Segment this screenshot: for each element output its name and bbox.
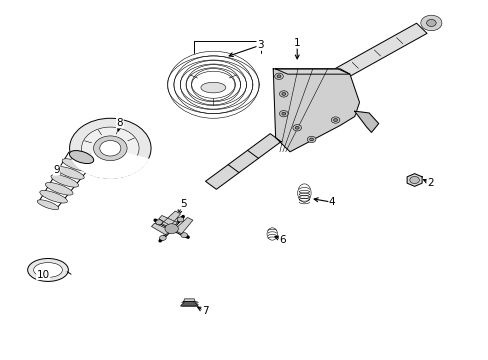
Circle shape [309, 138, 313, 141]
Circle shape [333, 118, 337, 121]
Text: 10: 10 [37, 270, 50, 280]
Circle shape [330, 117, 339, 123]
Polygon shape [159, 216, 177, 227]
Circle shape [409, 176, 419, 184]
Circle shape [295, 126, 299, 129]
Polygon shape [407, 174, 421, 186]
Text: 1: 1 [293, 38, 300, 48]
Text: 3: 3 [257, 40, 263, 50]
Ellipse shape [69, 150, 94, 163]
Circle shape [292, 125, 301, 131]
Circle shape [159, 235, 166, 240]
Circle shape [281, 112, 285, 115]
Text: 5: 5 [180, 199, 186, 209]
Polygon shape [181, 302, 198, 306]
Text: 9: 9 [53, 165, 60, 175]
Ellipse shape [28, 258, 68, 282]
Polygon shape [174, 217, 192, 234]
Ellipse shape [62, 159, 90, 171]
Text: 4: 4 [328, 197, 335, 207]
Text: 2: 2 [426, 178, 433, 188]
Circle shape [177, 217, 183, 222]
Ellipse shape [71, 152, 92, 162]
Polygon shape [327, 23, 426, 83]
Text: 7: 7 [202, 306, 208, 316]
Circle shape [181, 233, 187, 238]
Wedge shape [71, 148, 149, 179]
Text: 6: 6 [279, 235, 285, 245]
Polygon shape [151, 223, 170, 235]
Circle shape [164, 224, 178, 234]
Circle shape [274, 73, 283, 80]
Circle shape [306, 136, 315, 143]
Polygon shape [183, 299, 195, 302]
Ellipse shape [201, 82, 225, 93]
Ellipse shape [37, 200, 59, 210]
Polygon shape [205, 134, 281, 189]
Circle shape [277, 75, 280, 78]
Circle shape [69, 118, 151, 178]
Circle shape [93, 136, 127, 161]
Circle shape [426, 19, 435, 27]
Circle shape [420, 15, 441, 31]
Circle shape [100, 140, 121, 156]
Circle shape [81, 127, 139, 170]
Ellipse shape [57, 167, 84, 179]
Circle shape [279, 91, 287, 97]
Circle shape [155, 220, 162, 225]
Ellipse shape [51, 175, 79, 187]
Polygon shape [354, 111, 378, 132]
Polygon shape [162, 211, 180, 228]
Polygon shape [273, 69, 359, 152]
Circle shape [97, 138, 123, 158]
Circle shape [279, 111, 287, 117]
Polygon shape [275, 69, 349, 74]
Ellipse shape [45, 183, 73, 195]
Ellipse shape [34, 262, 62, 277]
Text: 8: 8 [116, 118, 123, 128]
Circle shape [281, 93, 285, 95]
Ellipse shape [40, 190, 67, 203]
